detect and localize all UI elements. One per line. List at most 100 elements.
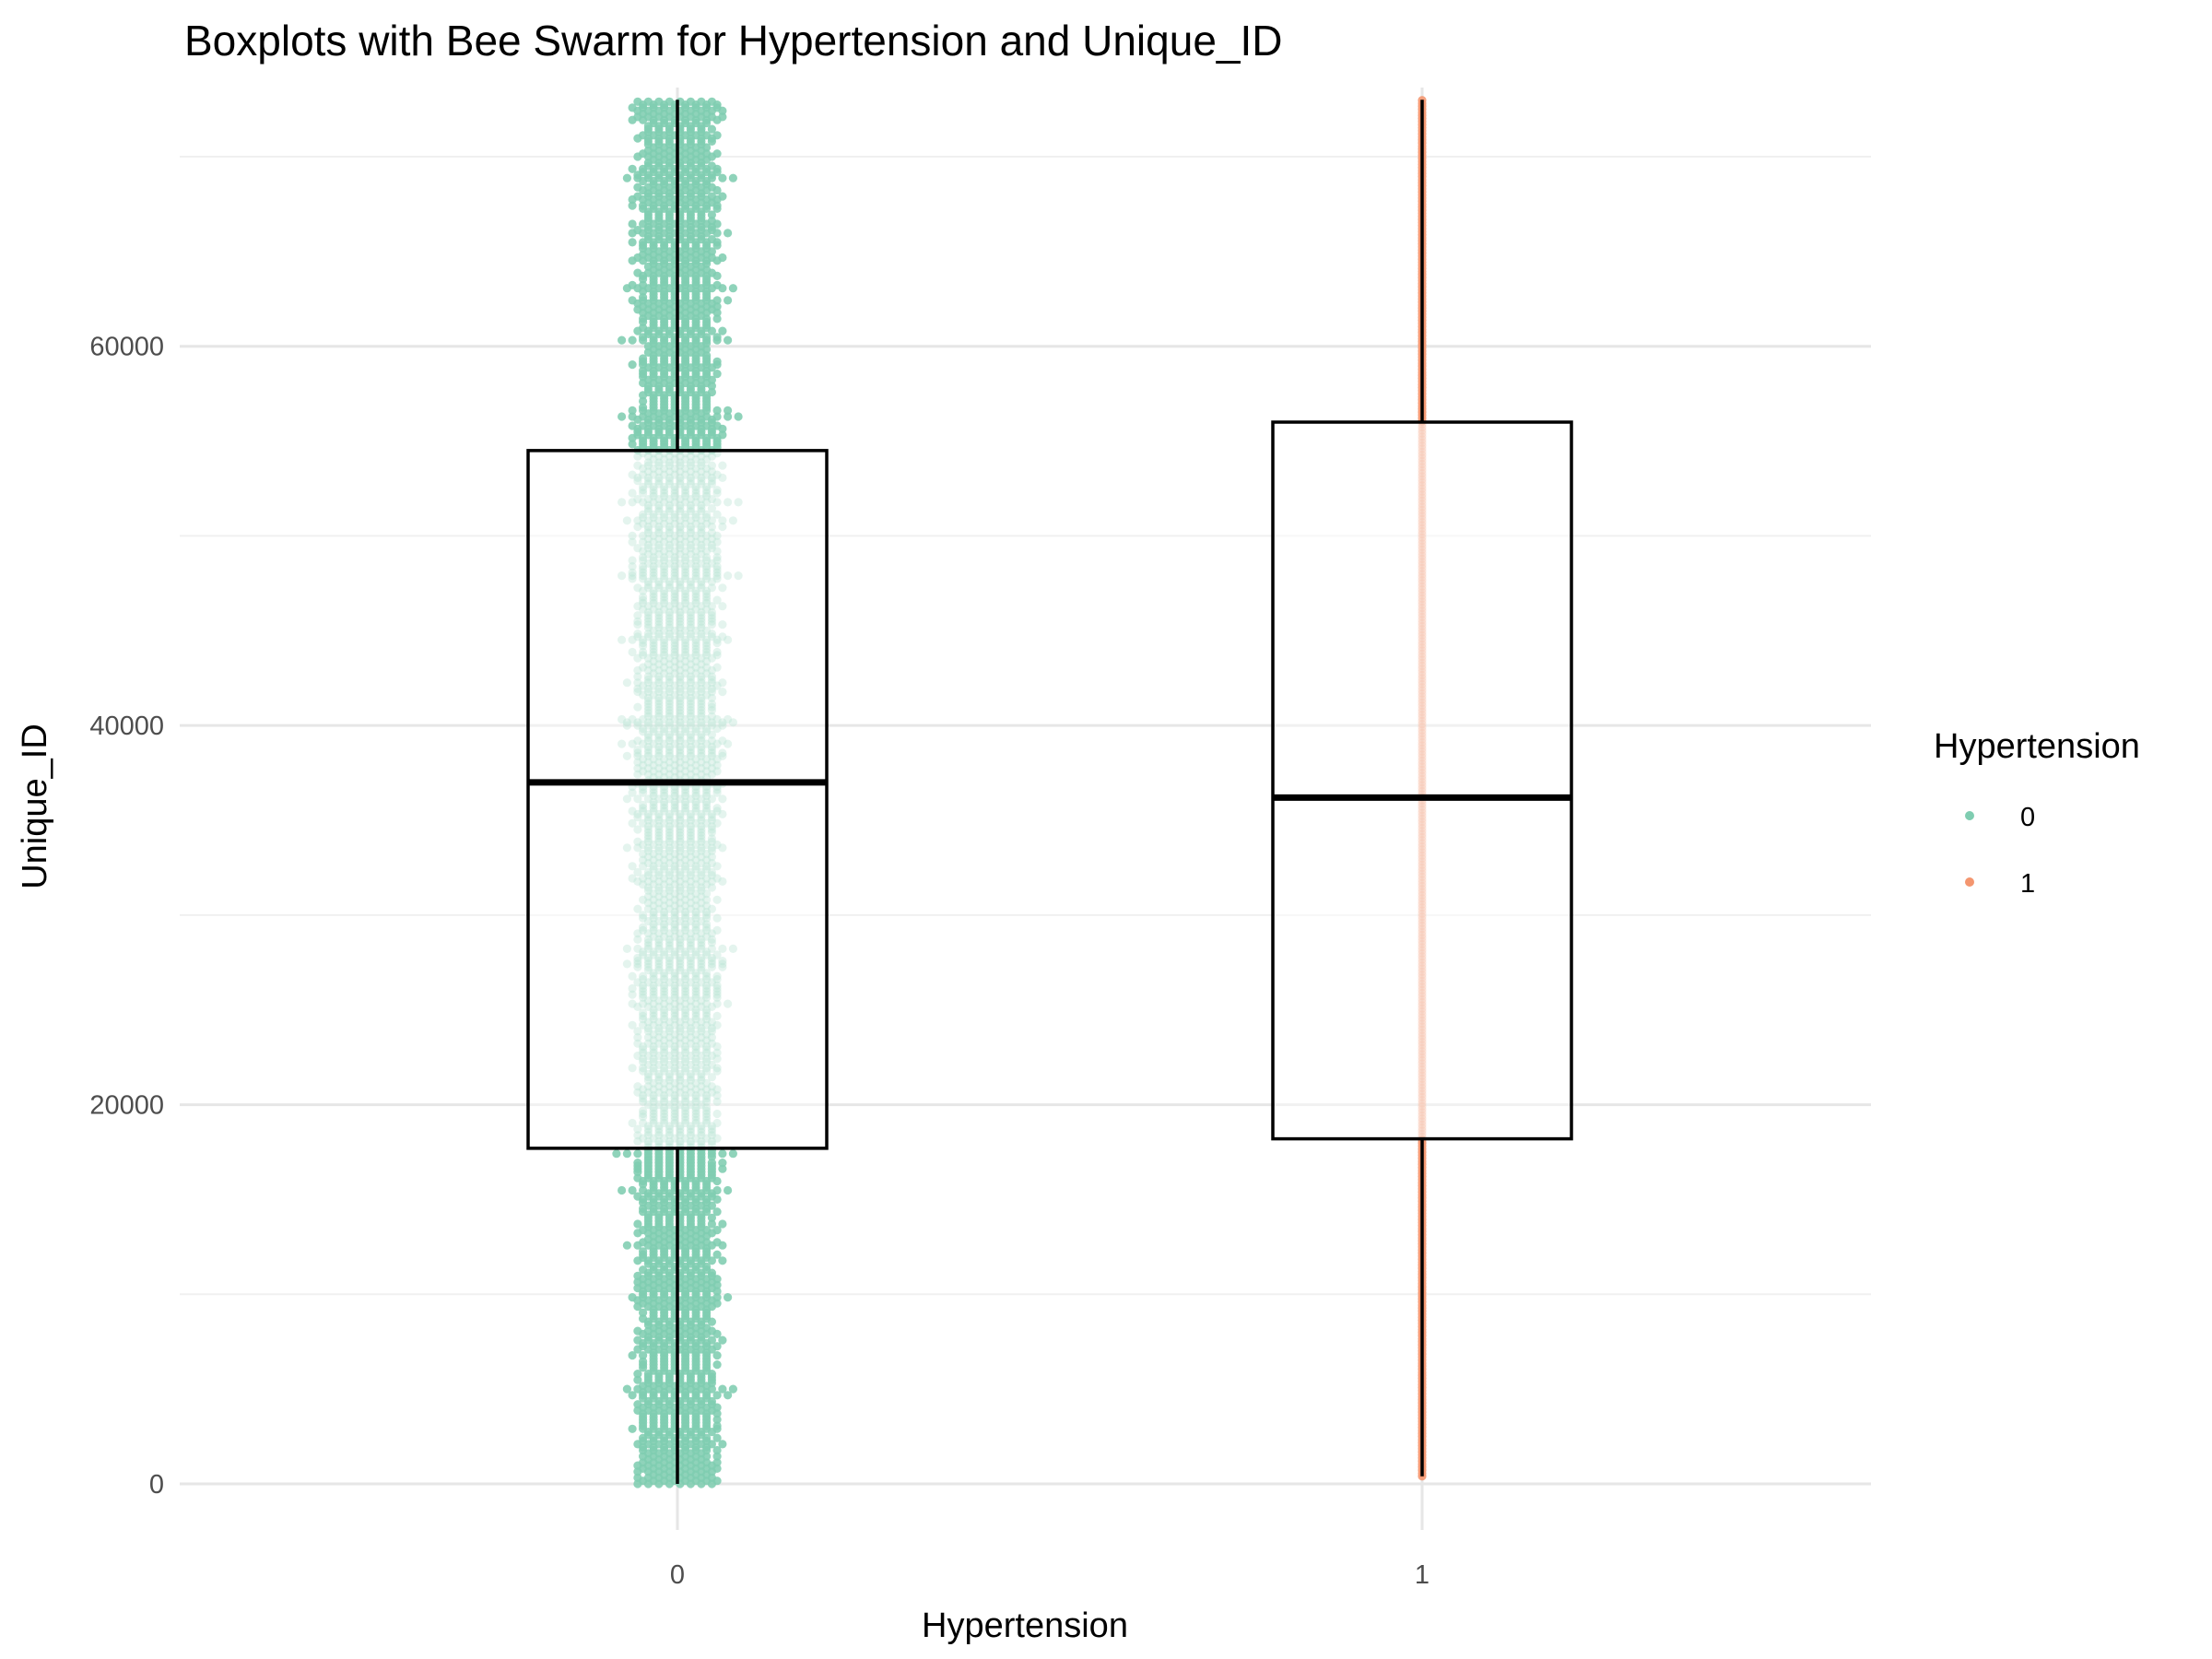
swarm-point [691,1011,700,1020]
swarm-point [633,1335,642,1345]
swarm-point [681,974,690,984]
swarm-point [697,1124,706,1134]
swarm-point [712,357,722,366]
swarm-point [639,1020,648,1030]
swarm-point [660,947,669,957]
swarm-point [681,971,690,981]
swarm-point [702,889,712,899]
swarm-point [707,97,717,106]
swarm-point [665,1073,675,1082]
swarm-point [707,1073,717,1082]
swarm-point [702,1041,712,1052]
swarm-point [681,1057,690,1066]
swarm-point [612,1149,621,1159]
swarm-point [639,950,648,959]
swarm-point [707,1335,717,1345]
swarm-point [628,874,637,883]
swarm-point [633,1219,642,1229]
swarm-point [628,219,637,229]
swarm-point [649,1106,658,1115]
swarm-point [686,899,696,908]
swarm-point [676,957,685,966]
swarm-point [660,1106,669,1115]
swarm-point [676,892,685,901]
swarm-point [681,1006,690,1015]
swarm-point [681,1020,690,1030]
swarm-point [670,950,679,959]
swarm-point [670,1064,679,1073]
swarm-point [718,1219,727,1229]
swarm-point [702,1091,712,1100]
swarm-point [639,1112,648,1122]
swarm-point [670,947,679,957]
y-tick-label: 20000 [89,1091,164,1121]
swarm-point [681,920,690,929]
swarm-point [654,929,664,938]
swarm-point [691,1091,700,1100]
swarm-point [686,1069,696,1078]
swarm-point [724,335,733,345]
swarm-point [724,406,733,415]
swarm-point [643,996,653,1006]
swarm-point [702,1011,712,1020]
swarm-point [639,1008,648,1018]
swarm-point [724,1185,733,1195]
swarm-point [686,935,696,944]
swarm-point [649,1015,658,1024]
swarm-point [665,886,675,895]
swarm-point [702,1064,712,1073]
swarm-point [728,944,738,953]
swarm-point [643,1127,653,1136]
swarm-point [649,1085,658,1094]
swarm-point [712,895,722,904]
swarm-point [697,1122,706,1131]
swarm-point [660,1091,669,1100]
swarm-point [639,1185,648,1195]
swarm-point [691,923,700,932]
swarm-point [654,1051,664,1061]
swarm-point [691,895,700,904]
swarm-point [670,1030,679,1039]
swarm-point [691,913,700,923]
swarm-point [702,1066,712,1076]
swarm-point [654,1069,664,1078]
swarm-point [649,1094,658,1103]
swarm-point [681,1036,690,1045]
swarm-point [649,1078,658,1088]
swarm-point [639,1097,648,1106]
swarm-point [681,1030,690,1039]
swarm-point [681,911,690,920]
swarm-point [691,950,700,959]
swarm-point [643,97,653,106]
swarm-point [686,957,696,966]
swarm-point [724,1391,733,1400]
swarm-point [670,880,679,889]
swarm-point [660,1006,669,1015]
swarm-point [697,97,706,106]
swarm-point [702,993,712,1002]
swarm-point [712,1091,722,1100]
swarm-point [707,944,717,953]
swarm-point [654,966,664,975]
swarm-point [676,1127,685,1136]
swarm-point [628,335,637,345]
swarm-point [649,1112,658,1122]
swarm-point [639,993,648,1002]
swarm-point [622,1149,632,1159]
swarm-point [718,957,727,966]
swarm-point [702,1106,712,1115]
swarm-point [660,920,669,929]
swarm-point [660,1011,669,1020]
swarm-point [660,1045,669,1054]
swarm-point [712,1342,722,1351]
swarm-point [702,971,712,981]
swarm-point [660,1112,669,1122]
swarm-point [702,1094,712,1103]
swarm-point [649,983,658,994]
swarm-point [681,923,690,932]
swarm-point [712,1134,722,1143]
swarm-point [712,950,722,959]
swarm-point [681,947,690,957]
swarm-point [660,990,669,999]
